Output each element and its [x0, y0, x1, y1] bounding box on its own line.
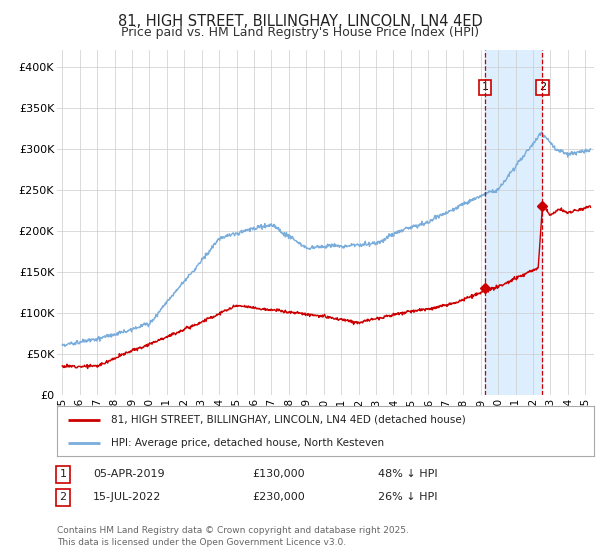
Text: 1: 1 — [59, 469, 67, 479]
Text: 1: 1 — [482, 82, 489, 92]
Text: 2: 2 — [59, 492, 67, 502]
Text: HPI: Average price, detached house, North Kesteven: HPI: Average price, detached house, Nort… — [111, 438, 384, 448]
Text: 2: 2 — [539, 82, 546, 92]
Text: 81, HIGH STREET, BILLINGHAY, LINCOLN, LN4 4ED (detached house): 81, HIGH STREET, BILLINGHAY, LINCOLN, LN… — [111, 414, 466, 424]
Text: Contains HM Land Registry data © Crown copyright and database right 2025.
This d: Contains HM Land Registry data © Crown c… — [57, 526, 409, 547]
Text: Price paid vs. HM Land Registry's House Price Index (HPI): Price paid vs. HM Land Registry's House … — [121, 26, 479, 39]
Text: £130,000: £130,000 — [252, 469, 305, 479]
Bar — [485, 50, 542, 395]
Text: 81, HIGH STREET, BILLINGHAY, LINCOLN, LN4 4ED: 81, HIGH STREET, BILLINGHAY, LINCOLN, LN… — [118, 14, 482, 29]
Text: 05-APR-2019: 05-APR-2019 — [93, 469, 164, 479]
Text: 48% ↓ HPI: 48% ↓ HPI — [378, 469, 437, 479]
Text: 26% ↓ HPI: 26% ↓ HPI — [378, 492, 437, 502]
Text: 15-JUL-2022: 15-JUL-2022 — [93, 492, 161, 502]
Text: £230,000: £230,000 — [252, 492, 305, 502]
